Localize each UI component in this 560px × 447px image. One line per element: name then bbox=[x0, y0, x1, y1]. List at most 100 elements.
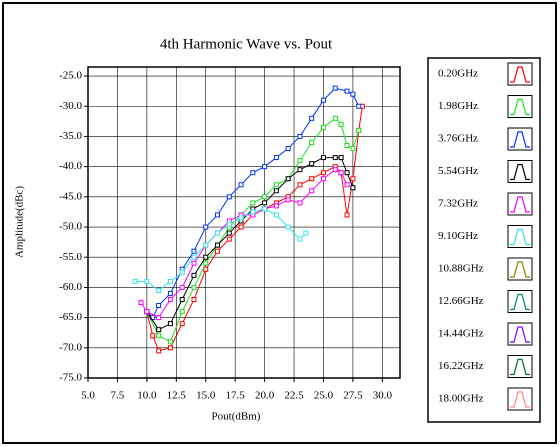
data-point bbox=[215, 212, 221, 218]
data-point bbox=[332, 167, 338, 173]
data-point bbox=[203, 266, 209, 272]
series-line bbox=[146, 157, 354, 331]
data-point bbox=[203, 254, 209, 260]
legend-swatch bbox=[510, 358, 530, 376]
data-point bbox=[238, 224, 244, 230]
data-point bbox=[356, 127, 362, 133]
y-tick-label: -70.0 bbox=[59, 341, 82, 353]
legend-swatch-box bbox=[507, 225, 533, 248]
data-point bbox=[320, 176, 326, 182]
data-point bbox=[273, 182, 279, 188]
data-point bbox=[297, 236, 303, 242]
data-point bbox=[320, 97, 326, 103]
data-point bbox=[203, 224, 209, 230]
data-point bbox=[344, 88, 350, 94]
y-tick-label: -50.0 bbox=[59, 221, 82, 233]
y-tick-label: -40.0 bbox=[59, 160, 82, 172]
legend-swatch bbox=[510, 196, 530, 213]
x-tick-label: 25.0 bbox=[314, 390, 334, 402]
data-point bbox=[309, 176, 315, 182]
data-point bbox=[320, 124, 326, 130]
legend-swatch-box bbox=[507, 127, 533, 151]
data-point bbox=[297, 182, 303, 188]
data-point bbox=[191, 260, 197, 266]
legend-swatch-box bbox=[507, 290, 533, 313]
data-point bbox=[179, 321, 185, 327]
data-point bbox=[203, 242, 209, 248]
data-point bbox=[273, 203, 279, 209]
legend-swatch bbox=[510, 228, 530, 246]
x-tick-label: 10.0 bbox=[137, 390, 157, 402]
legend-swatch bbox=[510, 261, 530, 278]
y-tick-label: -25.0 bbox=[59, 70, 82, 82]
data-point bbox=[238, 182, 244, 188]
x-tick-label: 17.5 bbox=[226, 390, 246, 402]
data-point bbox=[138, 300, 144, 306]
legend-swatch-box bbox=[507, 160, 533, 183]
data-point bbox=[191, 296, 197, 302]
data-point bbox=[226, 221, 232, 227]
data-point bbox=[167, 278, 173, 284]
chart-title: 4th Harmonic Wave vs. Pout bbox=[160, 36, 333, 52]
data-point bbox=[226, 194, 232, 200]
data-point bbox=[338, 155, 344, 161]
legend-swatch-box bbox=[507, 322, 533, 346]
x-tick-label: 12.5 bbox=[167, 390, 187, 402]
data-point bbox=[215, 242, 221, 248]
y-tick-label: -45.0 bbox=[59, 190, 82, 202]
data-point bbox=[320, 155, 326, 161]
data-point bbox=[332, 155, 338, 161]
legend-label: 7.32GHz bbox=[438, 198, 478, 210]
data-point bbox=[167, 321, 173, 327]
frame bbox=[2, 2, 557, 444]
legend-label: 9.10GHz bbox=[438, 230, 478, 242]
data-point bbox=[350, 146, 356, 152]
legend-label: 5.54GHz bbox=[438, 165, 478, 177]
data-point bbox=[179, 296, 185, 302]
legend-swatch bbox=[510, 391, 530, 408]
data-point bbox=[332, 85, 338, 91]
y-tick-label: -60.0 bbox=[59, 281, 82, 293]
legend-label: 18.00GHz bbox=[438, 393, 484, 405]
legend-swatch bbox=[510, 131, 530, 148]
x-tick-label: 20.0 bbox=[255, 390, 275, 402]
legend-swatch-box bbox=[507, 95, 533, 118]
series-line bbox=[146, 117, 360, 343]
data-point bbox=[156, 327, 162, 333]
data-point bbox=[191, 248, 197, 254]
data-point bbox=[350, 91, 356, 97]
legend-label: 1.98GHz bbox=[438, 100, 478, 112]
data-point bbox=[167, 339, 173, 345]
data-point bbox=[215, 230, 221, 236]
x-tick-label: 5.0 bbox=[81, 390, 95, 402]
x-tick-label: 27.5 bbox=[343, 390, 363, 402]
data-point bbox=[332, 115, 338, 121]
data-point bbox=[285, 176, 291, 182]
y-tick-label: -75.0 bbox=[59, 372, 82, 384]
data-point bbox=[273, 188, 279, 194]
data-point bbox=[309, 161, 315, 167]
data-point bbox=[250, 170, 256, 176]
data-point bbox=[144, 278, 150, 284]
data-point bbox=[250, 209, 256, 215]
data-point bbox=[297, 158, 303, 164]
data-point bbox=[167, 296, 173, 302]
data-point bbox=[297, 200, 303, 206]
x-tick-label: 7.5 bbox=[111, 390, 125, 402]
y-tick-label: -55.0 bbox=[59, 251, 82, 263]
data-point bbox=[338, 121, 344, 127]
legend-swatch bbox=[510, 98, 530, 116]
legend-label: 14.44GHz bbox=[438, 328, 484, 340]
series-line bbox=[146, 106, 363, 352]
x-tick-label: 30.0 bbox=[373, 390, 393, 402]
legend-swatch bbox=[510, 66, 530, 83]
data-point bbox=[156, 333, 162, 339]
data-point bbox=[273, 155, 279, 161]
data-point bbox=[262, 164, 268, 170]
data-point bbox=[167, 345, 173, 351]
data-point bbox=[350, 185, 356, 191]
data-point bbox=[132, 278, 138, 284]
legend-label: 10.88GHz bbox=[438, 263, 484, 275]
data-point bbox=[215, 248, 221, 254]
